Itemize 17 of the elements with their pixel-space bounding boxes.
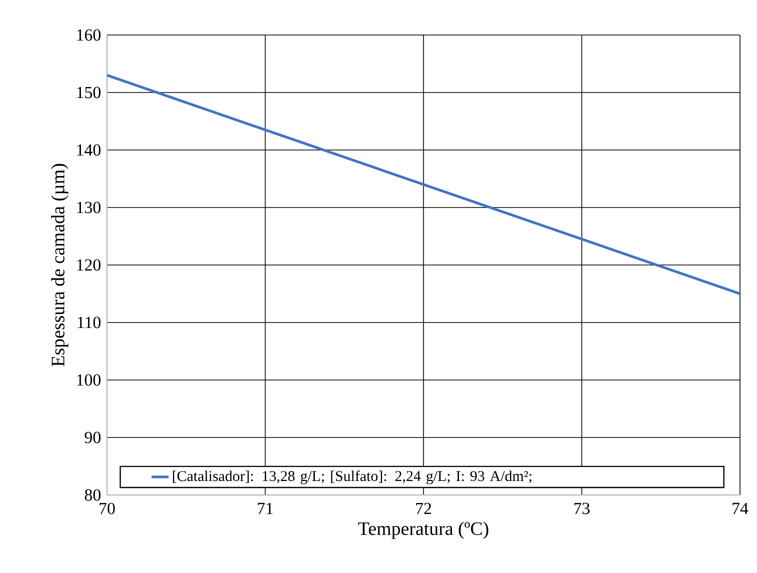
y-tick-label: 150 [77, 86, 101, 98]
x-axis-title: Temperatura (ºC) [358, 522, 488, 539]
y-axis-title: Espessura de camada (µm) [51, 164, 68, 366]
y-tick-label: 110 [78, 316, 101, 328]
y-tick-label: 90 [84, 432, 101, 444]
x-tick-label: 74 [732, 502, 748, 514]
y-tick-label: 100 [77, 374, 101, 386]
y-tick-label: 80 [84, 489, 101, 501]
y-tick-label: 120 [77, 259, 101, 271]
x-tick-label: 72 [416, 502, 432, 514]
x-tick-label: 70 [100, 502, 115, 514]
y-tick-label: 160 [77, 29, 101, 41]
y-tick-label: 140 [77, 144, 101, 156]
x-tick-label: 73 [574, 502, 590, 514]
x-tick-label: 71 [258, 502, 273, 514]
y-tick-label: 130 [77, 202, 101, 214]
legend-label: [Catalisador]: 13,28 g/L; [Sulfato]: 2,24 g/L; I: 93 A/dm²; [172, 470, 532, 484]
